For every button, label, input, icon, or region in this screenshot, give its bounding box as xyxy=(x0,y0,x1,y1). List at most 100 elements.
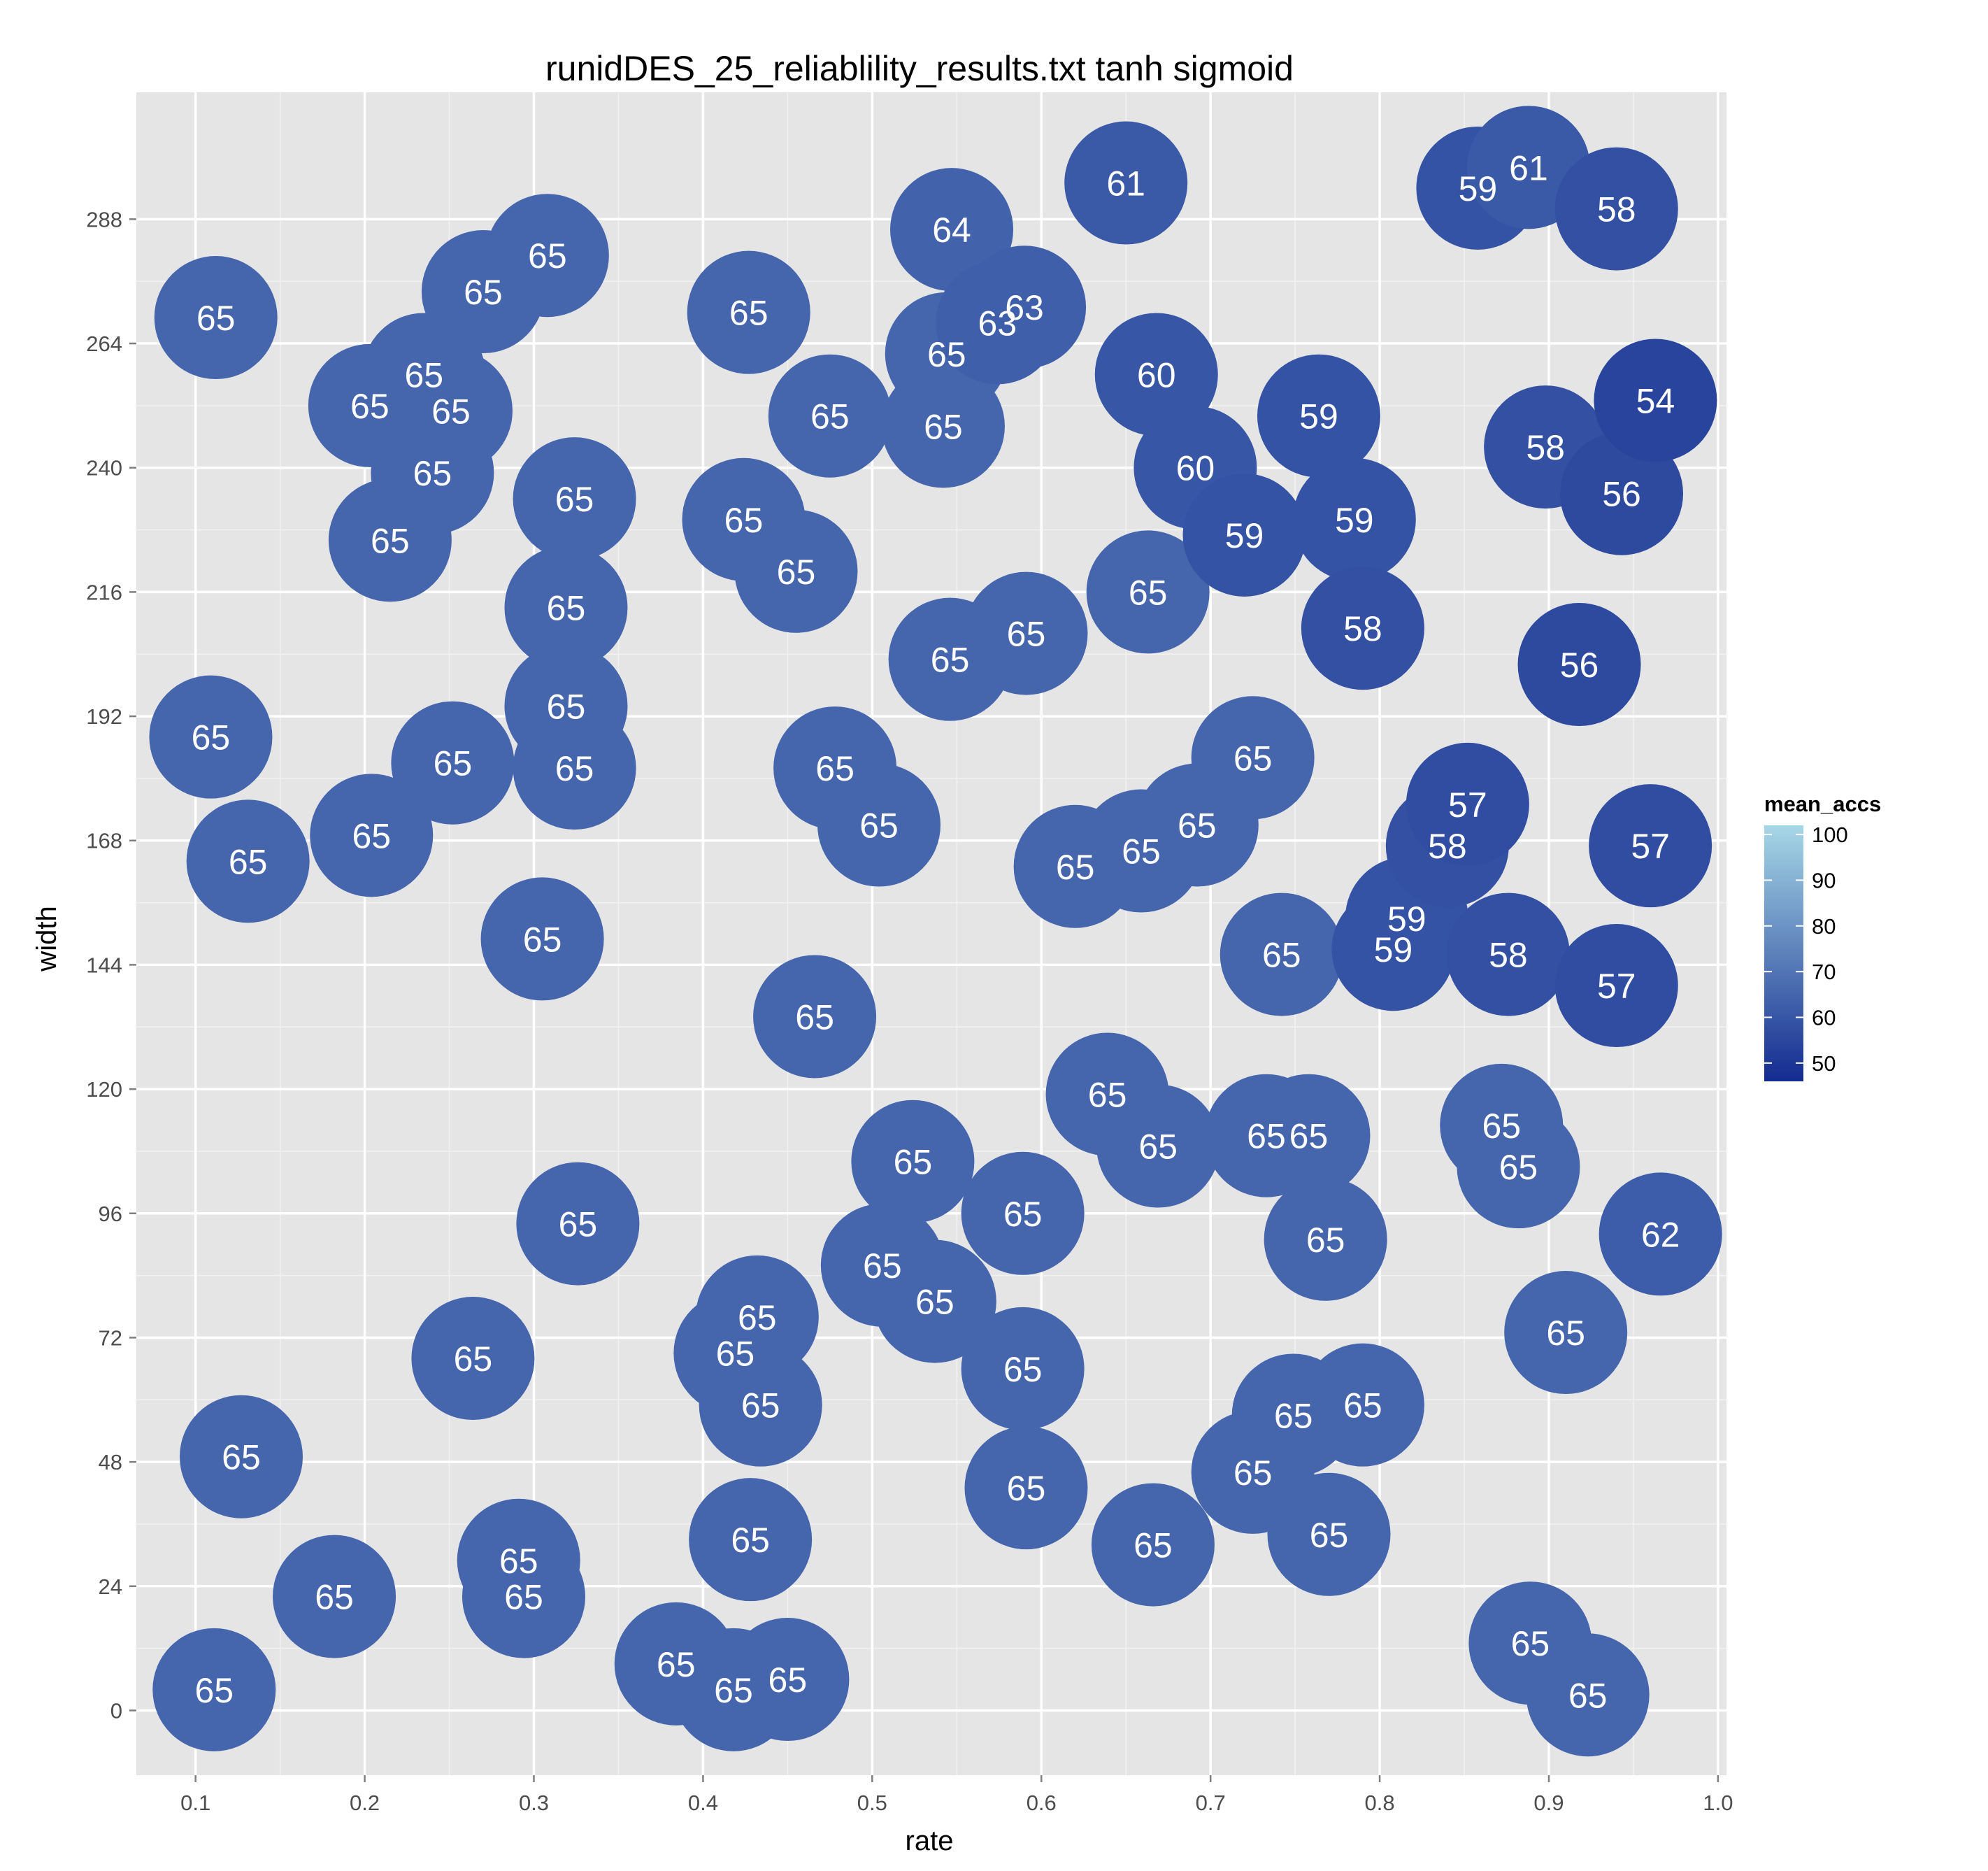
x-tick-label: 0.5 xyxy=(857,1791,887,1815)
data-point xyxy=(273,1535,396,1658)
data-point xyxy=(411,1297,535,1421)
data-label: 65 xyxy=(1247,1117,1286,1156)
data-label: 65 xyxy=(741,1386,780,1425)
data-point xyxy=(154,256,278,380)
data-label: 58 xyxy=(1597,190,1636,229)
data-point xyxy=(1264,1177,1387,1301)
data-label: 65 xyxy=(714,1671,753,1710)
data-point xyxy=(768,354,892,478)
data-point xyxy=(817,763,941,887)
data-label: 65 xyxy=(547,687,586,726)
data-label: 65 xyxy=(863,1246,902,1286)
data-point xyxy=(516,1162,640,1286)
data-point xyxy=(1457,1105,1580,1229)
data-label: 65 xyxy=(192,718,231,757)
y-tick-label: 288 xyxy=(86,207,122,232)
data-point xyxy=(890,168,1014,292)
data-label: 65 xyxy=(927,335,966,374)
legend-tick-label: 100 xyxy=(1812,823,1848,847)
data-label: 61 xyxy=(1509,148,1548,187)
data-label: 65 xyxy=(1233,1453,1273,1493)
data-label: 65 xyxy=(464,273,503,312)
data-point xyxy=(1589,784,1712,908)
x-tick-label: 0.8 xyxy=(1365,1791,1395,1815)
data-label: 59 xyxy=(1335,501,1374,540)
data-label: 65 xyxy=(810,397,850,436)
data-point xyxy=(1086,530,1210,654)
data-point xyxy=(310,774,434,897)
color-legend: mean_accs 50 60 70 80 90 100 xyxy=(1764,792,1881,1081)
data-point xyxy=(961,1307,1085,1430)
data-point xyxy=(1301,567,1424,690)
data-label: 64 xyxy=(932,211,971,250)
data-label: 65 xyxy=(1003,1350,1043,1389)
data-point xyxy=(1554,147,1678,271)
x-tick-label: 0.6 xyxy=(1027,1791,1057,1815)
data-label: 65 xyxy=(1262,936,1301,975)
data-label: 65 xyxy=(504,1578,543,1617)
data-label: 59 xyxy=(1459,169,1498,208)
data-label: 65 xyxy=(454,1339,493,1379)
data-label: 54 xyxy=(1636,381,1675,420)
data-label: 65 xyxy=(555,749,594,788)
data-point xyxy=(1247,1074,1371,1197)
data-label: 65 xyxy=(229,842,268,881)
y-tick-label: 24 xyxy=(99,1574,122,1599)
data-label: 65 xyxy=(1568,1676,1608,1715)
y-tick-label: 264 xyxy=(86,332,122,356)
x-tick-label: 0.3 xyxy=(519,1791,549,1815)
data-label: 58 xyxy=(1343,609,1382,648)
data-point xyxy=(1257,354,1380,478)
data-label: 59 xyxy=(1387,899,1426,939)
data-point xyxy=(1594,339,1717,462)
data-label: 59 xyxy=(1374,930,1413,969)
data-point xyxy=(1096,1084,1220,1208)
x-axis: 0.1 0.2 0.3 0.4 0.5 0.6 0.7 0.8 0.9 1.0 xyxy=(180,1775,1733,1815)
data-label: 65 xyxy=(404,355,443,394)
data-label: 65 xyxy=(1343,1386,1382,1425)
data-label: 58 xyxy=(1526,428,1565,467)
data-point xyxy=(1446,892,1570,1016)
data-label: 65 xyxy=(1007,1469,1046,1508)
y-tick-label: 72 xyxy=(99,1325,122,1350)
data-point xyxy=(179,1395,303,1518)
data-label: 65 xyxy=(1482,1107,1521,1146)
data-point xyxy=(1091,1483,1215,1607)
legend-tick-label: 60 xyxy=(1812,1006,1836,1030)
data-point xyxy=(726,1618,850,1742)
data-point xyxy=(687,250,810,374)
data-label: 60 xyxy=(1176,449,1215,488)
data-point xyxy=(462,1535,585,1658)
data-label: 65 xyxy=(859,806,899,846)
data-point xyxy=(1560,432,1684,555)
legend-tick-label: 70 xyxy=(1812,960,1836,984)
data-label: 65 xyxy=(528,236,567,276)
data-point xyxy=(1504,1271,1628,1395)
x-tick-label: 1.0 xyxy=(1703,1791,1733,1815)
x-tick-label: 0.1 xyxy=(180,1791,210,1815)
data-point xyxy=(695,1255,819,1379)
data-label: 65 xyxy=(434,744,473,783)
data-label: 65 xyxy=(1306,1221,1345,1260)
y-tick-label: 144 xyxy=(86,953,122,977)
y-tick-label: 0 xyxy=(110,1698,122,1723)
data-point xyxy=(149,675,273,799)
y-tick-label: 240 xyxy=(86,456,122,481)
data-label: 57 xyxy=(1597,967,1636,1006)
data-label: 65 xyxy=(499,1542,538,1581)
data-point xyxy=(964,571,1088,695)
data-label: 65 xyxy=(724,501,764,540)
data-point xyxy=(391,701,515,825)
data-label: 65 xyxy=(738,1298,777,1337)
legend-tick-label: 50 xyxy=(1812,1051,1836,1076)
data-label: 65 xyxy=(1499,1148,1538,1187)
data-label: 56 xyxy=(1602,475,1641,514)
data-label: 59 xyxy=(1225,516,1264,555)
y-tick-label: 96 xyxy=(99,1202,122,1226)
data-point xyxy=(961,1151,1085,1275)
y-tick-label: 192 xyxy=(86,704,122,729)
data-point xyxy=(1292,457,1416,581)
data-point xyxy=(734,509,858,633)
data-point xyxy=(485,194,609,318)
legend-tick-label: 80 xyxy=(1812,914,1836,939)
